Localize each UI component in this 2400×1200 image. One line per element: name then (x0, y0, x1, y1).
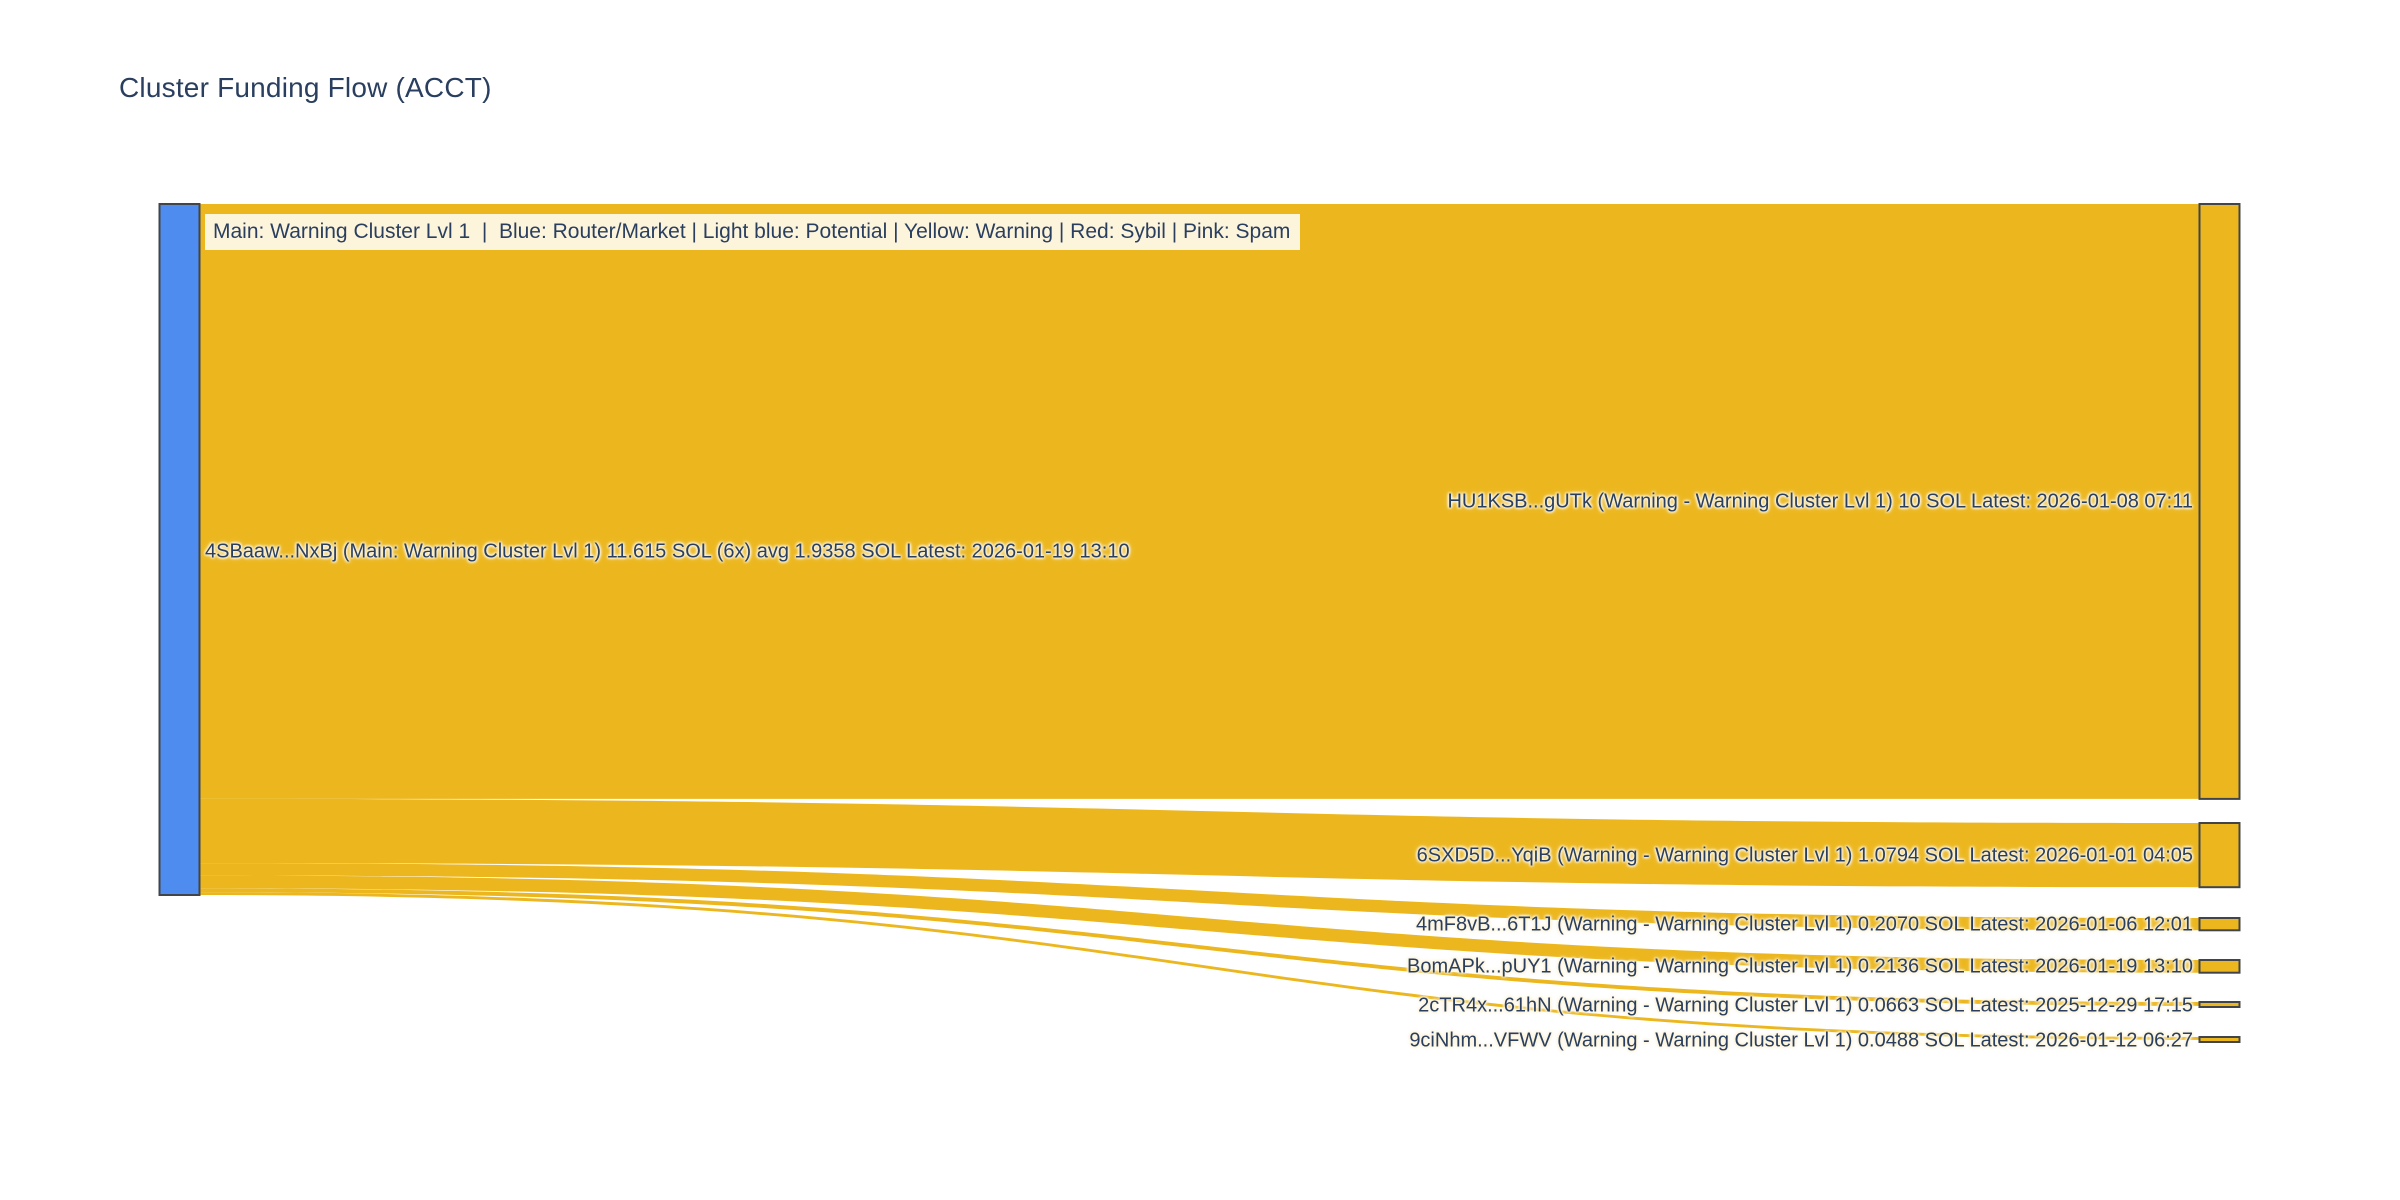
target-node-label-1: HU1KSB...gUTk (Warning - Warning Cluster… (1447, 490, 2193, 513)
flow-ribbon-4[interactable] (199, 875, 2200, 973)
target-node-label-4: BomAPk...pUY1 (Warning - Warning Cluster… (1407, 955, 2193, 978)
target-node-label-6: 9ciNhm...VFWV (Warning - Warning Cluster… (1409, 1029, 2193, 1051)
target-node-label-3: 4mF8vB...6T1J (Warning - Warning Cluster… (1415, 913, 2193, 936)
target-node-label-5: 2cTR4x...61hN (Warning - Warning Cluster… (1418, 994, 2193, 1016)
target-node-4[interactable] (2198, 959, 2241, 974)
target-node-label-2: 6SXD5D...YqiB (Warning - Warning Cluster… (1416, 844, 2193, 867)
target-node-1[interactable] (2198, 203, 2241, 800)
target-node-3[interactable] (2198, 917, 2241, 932)
chart-title: Cluster Funding Flow (ACCT) (119, 72, 492, 103)
source-node[interactable] (158, 203, 201, 896)
target-node-5[interactable] (2198, 1001, 2241, 1008)
target-node-6[interactable] (2198, 1036, 2241, 1043)
flow-ribbon-3[interactable] (199, 863, 2200, 931)
target-node-2[interactable] (2198, 822, 2241, 889)
flow-ribbon-2[interactable] (199, 798, 2200, 888)
legend-banner: Main: Warning Cluster Lvl 1 | Blue: Rout… (205, 214, 1301, 251)
flow-ribbon-1[interactable] (199, 204, 2200, 799)
flow-ribbon-6[interactable] (199, 892, 2200, 1040)
flow-ribbon-5[interactable] (199, 888, 2200, 1006)
source-node-label: 4SBaaw...NxBj (Main: Warning Cluster Lvl… (205, 540, 1130, 562)
